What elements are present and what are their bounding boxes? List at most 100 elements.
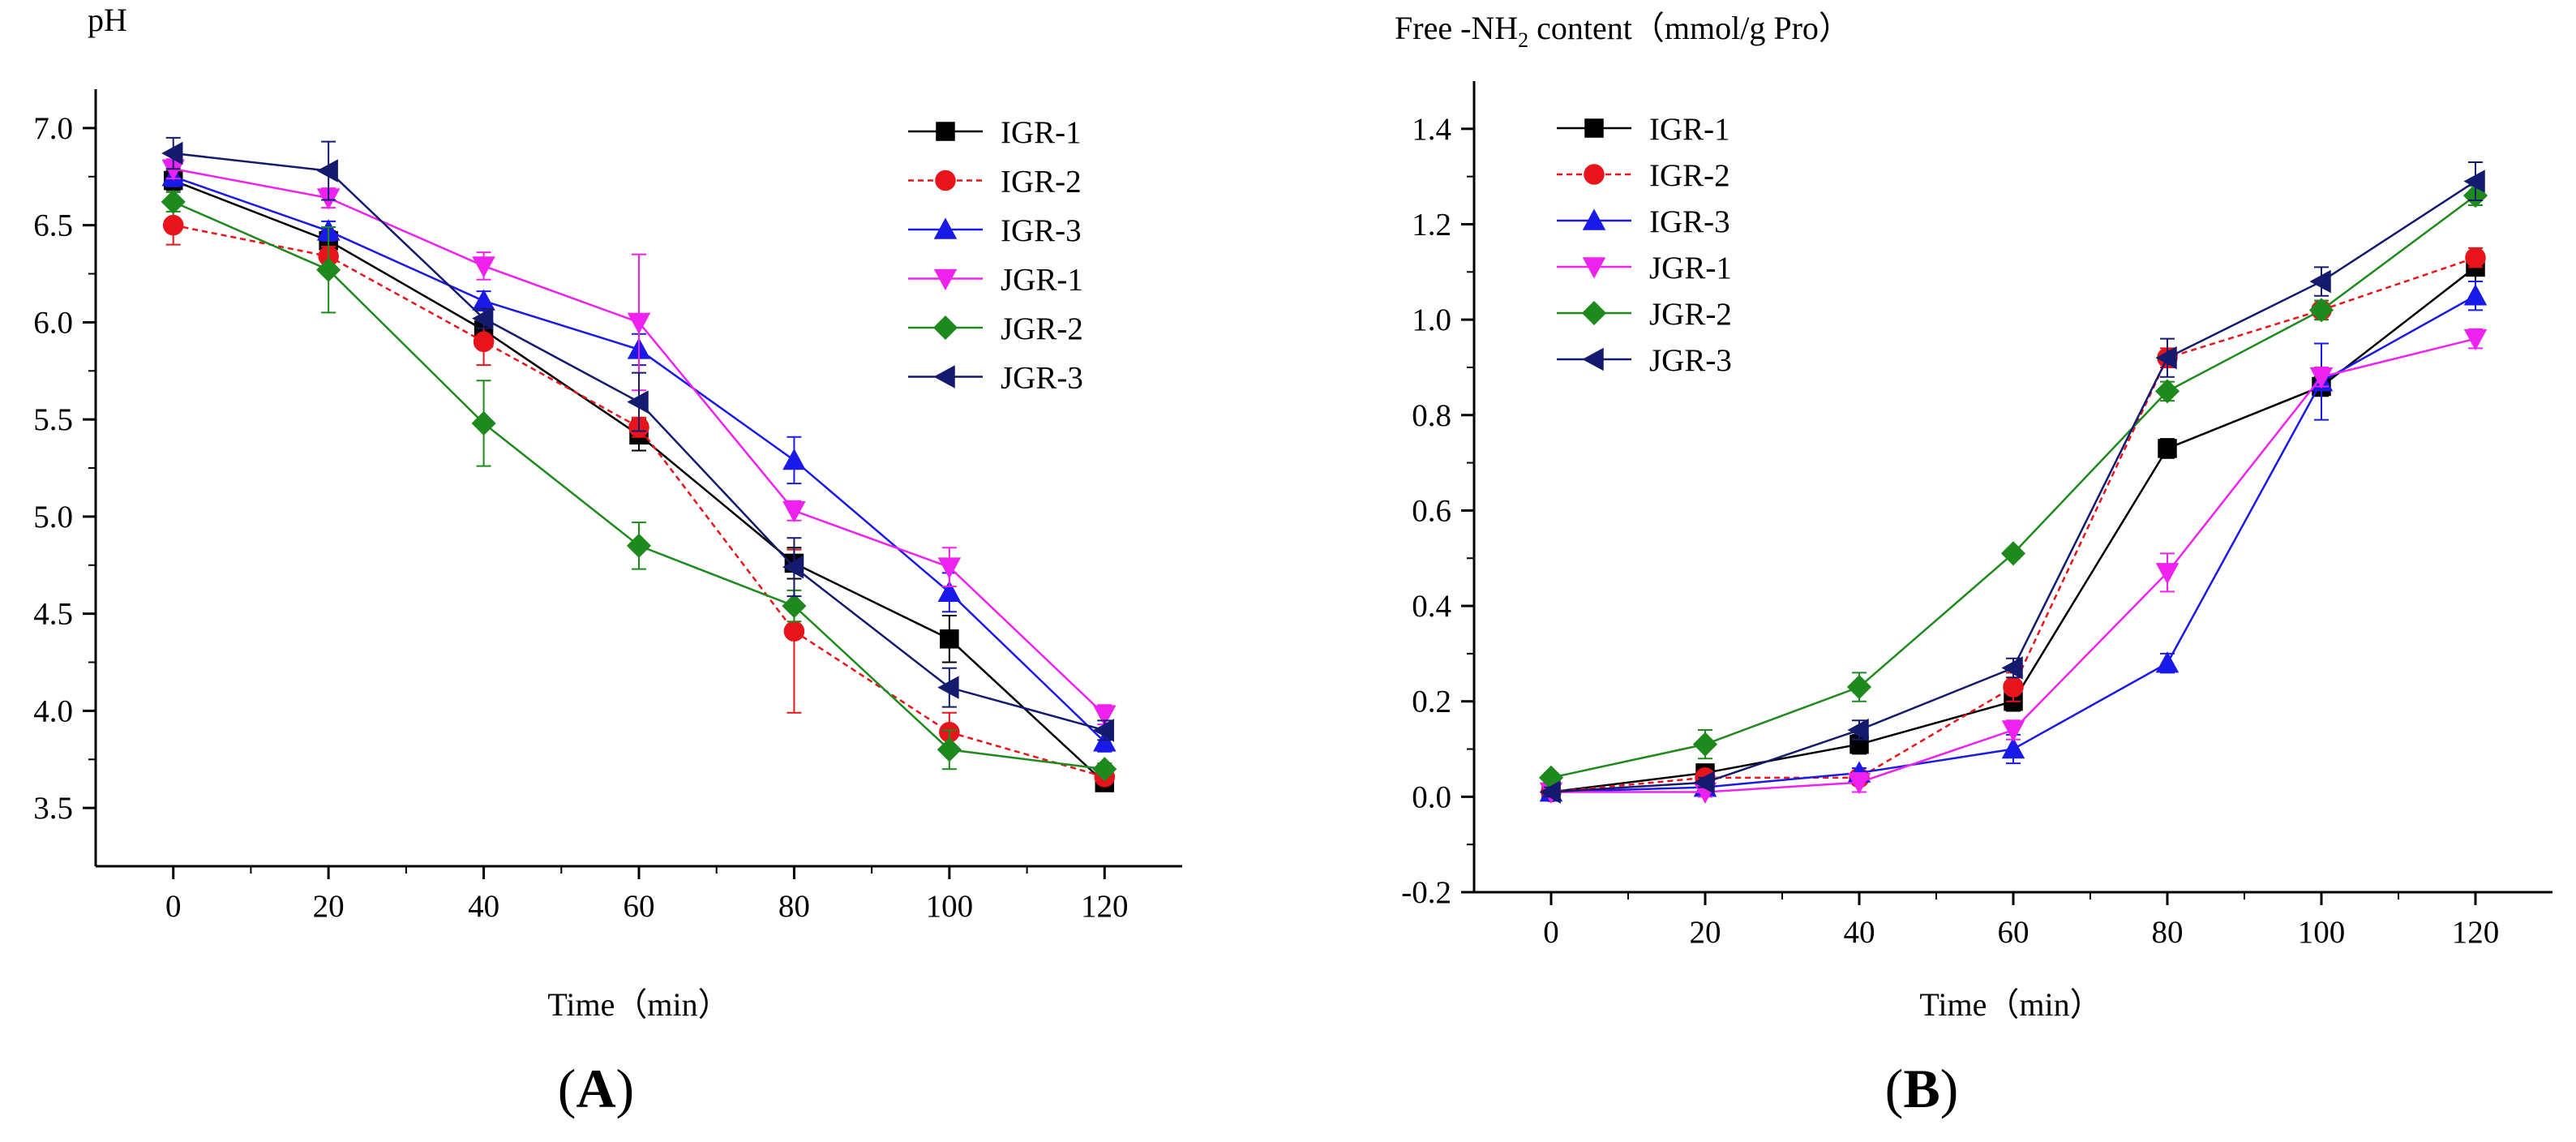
panel-b-legend-label-jgr-2: JGR-2: [1649, 297, 1732, 332]
panel-b-point-jgr-1-5: [2309, 367, 2334, 389]
panel-a-legend-label-jgr-1: JGR-1: [1001, 263, 1083, 298]
panel-a-series: [161, 136, 1117, 792]
panel-a-series-jgr-3: [161, 136, 1115, 742]
panel-a-ticks: 0 20 40 60 80 100 120 3.5 4.0 4.5 5.0 5.5 6.0 6.5 7.0: [33, 111, 1128, 924]
panel-b-point-jgr-3-3: [2001, 656, 2023, 680]
panel-b-legend-label-jgr-1: JGR-1: [1649, 251, 1732, 286]
panel-a-legend-marker-jgr-3: [933, 365, 955, 389]
panel-b-legend-item-jgr-1: JGR-1: [1557, 251, 1732, 286]
panel-a-y-tick-label-6: 6.5: [33, 208, 73, 243]
panel-a-legend-label-igr-3: IGR-3: [1001, 213, 1082, 248]
panel-b-point-jgr-3-4: [2155, 346, 2177, 370]
panel-a-legend-label-igr-1: IGR-1: [1001, 115, 1082, 150]
panel-a-point-igr-3-5: [937, 580, 962, 603]
panel-a-y-tick-label-4: 5.5: [33, 402, 73, 437]
panel-b-label: (B): [1885, 1058, 1959, 1119]
panel-b-point-jgr-2-1: [1692, 732, 1718, 757]
panel-a-point-jgr-3-0: [161, 141, 183, 165]
panel-a-point-igr-2-4: [783, 620, 805, 642]
panel-b-y-tick-label-5: 0.8: [1412, 398, 1451, 433]
panel-b-point-jgr-1-2: [1847, 772, 1871, 795]
panel-b-point-jgr-3-5: [2309, 269, 2331, 294]
panel-a-point-igr-3-4: [782, 448, 806, 470]
panel-b-axes: [1472, 81, 2552, 894]
panel-b-x-tick-label-0: 0: [1543, 915, 1559, 950]
panel-a-legend-marker-jgr-2: [932, 315, 958, 341]
panel-a-point-jgr-3-2: [471, 307, 494, 330]
panel-b-point-jgr-2-5: [2308, 298, 2334, 323]
panel-b-legend-item-jgr-2: JGR-2: [1557, 297, 1732, 332]
panel-b-legend-item-jgr-3: JGR-3: [1557, 343, 1732, 378]
panel-b-label-close: ): [1940, 1058, 1959, 1119]
panel-a-x-tick-label-5: 100: [926, 889, 974, 924]
panel-a-point-jgr-3-3: [627, 390, 649, 414]
panel-b-legend-marker-jgr-2: [1581, 300, 1607, 326]
panel-a-legend-marker-igr-2: [935, 170, 956, 191]
panel-a-y-tick-label-5: 6.0: [33, 305, 73, 340]
panel-b-legend-marker-jgr-3: [1582, 347, 1604, 371]
panel-b-legend-marker-igr-2: [1584, 164, 1605, 185]
panel-b-legend-label-igr-2: IGR-2: [1649, 158, 1730, 193]
panel-b-legend-label-igr-3: IGR-3: [1649, 204, 1730, 239]
panel-a-point-jgr-2-0: [161, 189, 186, 214]
panel-a-point-jgr-1-4: [782, 500, 806, 523]
panel-b: 0 20 40 60 80 100 120 -0.2 0.0 0.2 0.4 0.6 0.8 1.0 1.2…: [1395, 10, 2552, 1119]
panel-a-point-jgr-2-6: [1092, 757, 1117, 782]
panel-a-x-tick-label-6: 120: [1081, 889, 1129, 924]
panel-a-series-jgr-2: [161, 189, 1117, 782]
panel-a-label-letter: A: [576, 1058, 615, 1119]
panel-b-label-letter: B: [1903, 1058, 1940, 1119]
panel-a-legend-marker-jgr-1: [933, 268, 958, 291]
panel-a-y-tick-label-7: 7.0: [33, 111, 73, 146]
panel-a-point-jgr-2-3: [626, 533, 652, 558]
panel-b-y-tick-label-3: 0.4: [1412, 589, 1451, 624]
panel-b-ticks: 0 20 40 60 80 100 120 -0.2 0.0 0.2 0.4 0.6 0.8 1.0 1.2…: [1401, 112, 2499, 950]
panel-a-x-tick-label-1: 20: [313, 889, 345, 924]
panel-b-x-tick-label-1: 20: [1690, 915, 1721, 950]
panel-a-legend: IGR-1 IGR-2 IGR-3 JGR-1 JGR-2 JGR-3: [908, 115, 1083, 396]
panel-a-label: (A): [558, 1058, 634, 1119]
panel-b-point-jgr-3-2: [1847, 718, 1869, 742]
panel-b-point-jgr-2-2: [1846, 674, 1872, 700]
panel-a-y-tick-label-0: 3.5: [33, 791, 73, 826]
panel-b-point-igr-2-6: [2465, 247, 2486, 268]
panel-a-legend-label-jgr-3: JGR-3: [1001, 361, 1083, 396]
panel-a-point-jgr-1-6: [1093, 705, 1117, 727]
panel-a-point-jgr-2-5: [937, 737, 962, 762]
panel-a-x-tick-label-2: 40: [468, 889, 499, 924]
panel-b-x-tick-label-6: 120: [2452, 915, 2500, 950]
panel-b-y-tick-label-2: 0.2: [1412, 685, 1451, 719]
panel-a-y-axis-title: pH: [88, 2, 127, 38]
panel-b-point-igr-2-3: [2003, 676, 2024, 698]
panel-a-y-tick-label-1: 4.0: [33, 693, 73, 728]
panel-a-point-jgr-3-6: [1092, 719, 1115, 742]
panel-b-y-axis-title-suffix: content（mmol/g Pro）: [1528, 10, 1851, 46]
panel-b-point-igr-1-4: [2158, 439, 2177, 458]
panel-b-point-igr-3-6: [2463, 284, 2488, 306]
panel-a-x-tick-label-3: 60: [624, 889, 655, 924]
panel-b-legend-item-igr-1: IGR-1: [1557, 112, 1730, 147]
panel-b-y-tick-label-4: 0.6: [1412, 493, 1451, 528]
panel-b-x-axis-title: Time（min）: [1919, 986, 2102, 1023]
panel-a-point-jgr-3-1: [316, 159, 338, 182]
panel-b-point-jgr-3-6: [2463, 170, 2485, 193]
panel-b-y-tick-label-6: 1.0: [1412, 303, 1451, 337]
panel-a-point-jgr-2-1: [316, 257, 341, 282]
panel-b-legend-marker-igr-1: [1584, 118, 1604, 138]
panel-b-y-tick-label-7: 1.2: [1412, 207, 1451, 242]
panel-a-point-jgr-3-4: [782, 555, 804, 579]
panel-a-y-tick-label-3: 5.0: [33, 500, 73, 535]
panel-b-legend-label-igr-1: IGR-1: [1649, 112, 1730, 147]
panel-a-legend-marker-igr-1: [936, 122, 955, 141]
panel-b-label-open: (: [1885, 1058, 1904, 1119]
panel-a-point-igr-1-5: [940, 629, 959, 649]
panel-a-x-tick-label-4: 80: [778, 889, 810, 924]
panel-a-label-open: (: [558, 1058, 576, 1119]
panel-b-x-tick-label-5: 100: [2298, 915, 2346, 950]
panel-b-x-tick-label-2: 40: [1844, 915, 1875, 950]
panel-b-y-tick-label-1: 0.0: [1412, 779, 1451, 814]
panel-b-series-igr-1: [1541, 251, 2485, 802]
panel-a-legend-marker-igr-3: [933, 217, 958, 239]
panel-a-legend-label-igr-2: IGR-2: [1001, 165, 1082, 200]
panel-b-point-jgr-1-4: [2155, 563, 2180, 585]
